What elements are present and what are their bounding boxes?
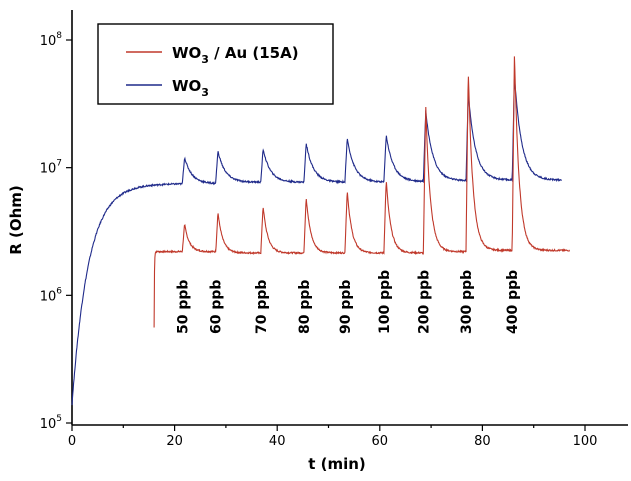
series-line-wo3 [71, 79, 562, 406]
concentration-label: 80 ppb [297, 280, 313, 334]
concentration-label: 50 ppb [175, 280, 191, 334]
concentration-label: 200 ppb [416, 270, 432, 334]
x-tick-label: 40 [269, 434, 286, 449]
x-tick-label: 80 [474, 434, 491, 449]
legend-label: WO3 [172, 77, 209, 99]
x-axis-title: t (min) [308, 455, 366, 473]
concentration-label: 400 ppb [505, 270, 521, 334]
x-tick-label: 100 [573, 434, 598, 449]
y-axis-ticks: 105 106 107 108 [40, 31, 72, 432]
y-tick-label: 105 [40, 414, 62, 432]
y-tick-label: 106 [40, 286, 63, 304]
concentration-label: 100 ppb [377, 270, 393, 334]
x-axis-ticks: 0 20 40 60 80 100 [68, 425, 598, 449]
x-tick-label: 20 [166, 434, 183, 449]
concentration-label: 300 ppb [459, 270, 475, 334]
y-tick-label: 107 [40, 159, 62, 177]
legend: WO3 / Au (15A) WO3 [97, 23, 334, 105]
x-tick-label: 60 [372, 434, 389, 449]
x-tick-label: 0 [68, 434, 76, 449]
y-tick-label: 108 [40, 31, 63, 49]
legend-label: WO3 / Au (15A) [172, 44, 299, 66]
concentration-label: 90 ppb [338, 280, 354, 334]
plot-frame [71, 10, 628, 426]
concentration-label: 70 ppb [254, 280, 270, 334]
series-layer [71, 56, 570, 406]
series-line-wo3-au [153, 56, 570, 328]
concentration-label: 60 ppb [209, 280, 225, 334]
legend-box [97, 23, 334, 105]
y-axis-title: R (Ohm) [7, 185, 25, 255]
concentration-labels: 50 ppb 60 ppb 70 ppb 80 ppb 90 ppb 100 ppb 200… [175, 270, 521, 334]
